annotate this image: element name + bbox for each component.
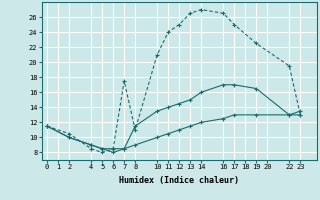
X-axis label: Humidex (Indice chaleur): Humidex (Indice chaleur) [119,176,239,185]
